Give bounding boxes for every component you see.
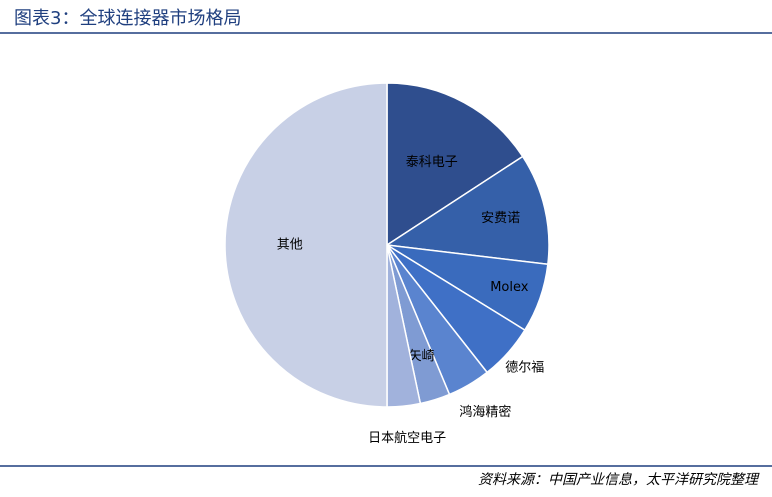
slice-label: 日本航空电子 [368, 430, 446, 446]
slice-label: 鸿海精密 [459, 404, 511, 420]
pie-slice [386, 82, 524, 247]
slice-label: 德尔福 [505, 360, 544, 375]
slice-label: 矢崎 [409, 349, 435, 364]
pie-slice [384, 155, 550, 266]
slice-label: Molex [490, 280, 529, 295]
slice-label: 泰科电子 [406, 155, 458, 170]
slice-label: 其他 [277, 238, 303, 253]
chart-title: 图表3：全球连接器市场格局 [14, 8, 241, 29]
pie-slice [224, 82, 388, 408]
source-note: 资料来源：中国产业信息，太平洋研究院整理 [478, 472, 760, 488]
slice-label: 安费诺 [481, 211, 520, 226]
